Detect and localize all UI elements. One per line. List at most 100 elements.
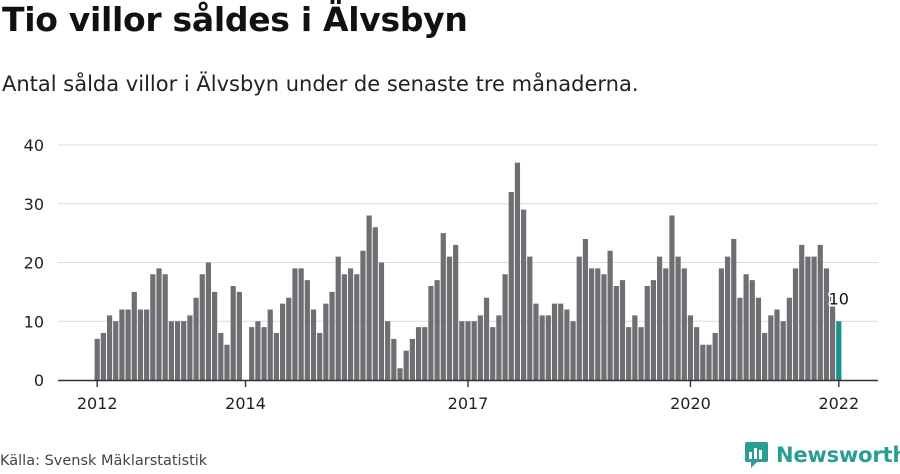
bar [347,268,354,381]
bar [521,209,527,381]
bar [502,274,508,380]
bar [496,315,502,381]
bar [694,327,700,381]
bar [477,315,483,381]
bar [298,268,304,381]
bar [366,215,372,380]
bar [249,327,255,381]
bar [539,315,545,381]
chart-subtitle: Antal sålda villor i Älvsbyn under de se… [2,72,639,96]
bar [193,297,199,380]
bar [224,344,230,380]
brand-logo-group[interactable]: Newsworthy [744,440,900,470]
x-tick-label: 2022 [818,394,859,413]
bar [731,239,737,380]
bar [323,303,329,381]
bar [150,274,156,380]
newsworthy-logo-icon [745,442,768,468]
bar [792,268,799,381]
bar [607,250,613,380]
y-tick-label: 20 [24,254,44,273]
bar [230,286,236,380]
y-tick-label: 0 [34,371,44,390]
bar [119,309,125,380]
bar [533,303,539,381]
bar [465,321,471,380]
bar [212,291,218,381]
bar [527,256,533,381]
bar [131,291,137,381]
bar [830,291,836,381]
bar [589,268,595,381]
bar [341,274,347,380]
bar [619,280,626,381]
x-tick-label: 2014 [225,394,266,413]
bar [397,368,403,380]
bar [317,333,323,380]
bar [440,233,446,381]
bar [514,162,521,381]
bar [823,268,830,381]
bar [446,256,453,381]
bar [292,268,298,381]
bar [663,268,669,381]
x-tick-label: 2020 [670,394,711,413]
bar [681,268,687,381]
bar [94,338,100,381]
bar-highlight [836,321,842,380]
bar [817,244,823,381]
bar [329,291,335,381]
bar [125,309,131,380]
bar [582,239,589,380]
bar [199,274,205,380]
bar [205,262,212,380]
bar [453,244,459,381]
bars [94,162,842,381]
bar [261,327,267,381]
y-axis-labels: 0 10 20 30 40 [24,136,44,390]
bar [675,256,681,381]
bar [168,321,174,380]
x-tick-label: 2017 [448,394,489,413]
bar [100,333,106,380]
bar [372,227,378,380]
bar [613,286,619,380]
bar [113,321,119,380]
bar [267,309,273,380]
bar [409,338,415,381]
x-axis: 2012 2014 2017 2020 2022 [58,379,878,413]
bar [811,256,817,381]
bar [558,303,564,381]
bar [187,315,193,381]
bar [236,291,242,381]
bar [545,315,551,381]
bar [156,268,162,381]
bar [385,321,391,380]
bar [669,215,675,380]
bar [360,250,366,380]
bar [391,338,397,381]
bar [786,297,792,380]
bar [601,274,607,380]
bar [762,333,768,380]
bar [286,297,292,380]
bar [490,327,496,381]
bar [632,315,638,381]
bar [434,280,440,381]
bar [304,280,310,381]
bar [706,344,712,380]
bar [354,274,360,380]
bar [403,350,409,381]
bar [743,274,749,380]
bar [459,321,465,380]
bar [144,309,150,380]
bar [570,321,576,380]
bar [749,280,755,381]
bar [638,327,644,381]
y-tick-label: 40 [24,136,44,155]
source-note: Källa: Svensk Mäklarstatistik [0,453,208,469]
bar [415,327,422,381]
bar [595,268,601,381]
bar [768,315,774,381]
